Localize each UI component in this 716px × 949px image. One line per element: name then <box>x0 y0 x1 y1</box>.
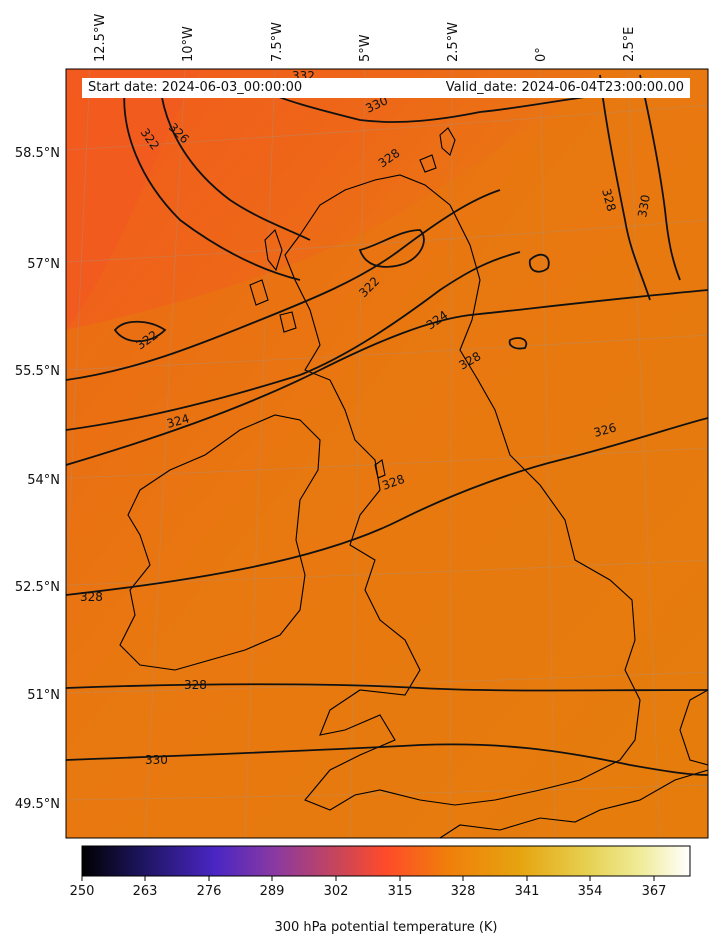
contour-label: 330 <box>145 753 168 767</box>
latitude-label: 54°N <box>27 473 60 488</box>
colorbar-tick-label: 367 <box>641 884 667 899</box>
contour-lines <box>66 74 708 776</box>
longitude-label: 2.5°E <box>622 26 637 62</box>
colorbar-label: 300 hPa potential temperature (K) <box>274 920 498 935</box>
ireland-coast <box>119 414 321 671</box>
map-frame <box>65 68 709 839</box>
graticule-lines <box>66 69 708 838</box>
contour-label: 328 <box>80 590 103 604</box>
date-info-box: Start date: 2024-06-03_00:00:00 Valid_da… <box>82 78 690 98</box>
latitude-label: 58.5°N <box>14 146 60 161</box>
coastlines <box>119 127 708 838</box>
contour-label: 326 <box>592 420 618 439</box>
valid-date-text: Valid_date: 2024-06-04T23:00:00.00 <box>445 80 684 95</box>
france-coast <box>439 769 708 838</box>
colorbar-tick-label: 289 <box>259 884 285 899</box>
latitude-label: 55.5°N <box>14 364 60 379</box>
contour-label: 324 <box>165 411 191 430</box>
colorbar-tick-label: 315 <box>387 884 413 899</box>
potential-temperature-field <box>66 69 708 838</box>
longitude-label: 7.5°W <box>270 21 285 62</box>
colorbar-tick-label: 276 <box>196 884 222 899</box>
longitude-label: 12.5°W <box>93 13 108 62</box>
colorbar-tick-label: 263 <box>132 884 158 899</box>
colorbar-tick-label: 250 <box>69 884 95 899</box>
latitude-label: 51°N <box>27 688 60 703</box>
longitude-label: 2.5°W <box>446 21 461 62</box>
latitude-label: 52.5°N <box>14 580 60 595</box>
colorbar-tick-label: 354 <box>577 884 603 899</box>
great-britain-coast <box>284 174 641 811</box>
colorbar-tick-label: 341 <box>514 884 540 899</box>
latitude-label: 49.5°N <box>14 797 60 812</box>
start-date-text: Start date: 2024-06-03_00:00:00 <box>88 80 303 95</box>
contour-label: 328 <box>599 187 618 213</box>
longitude-label: 5°W <box>358 34 373 62</box>
longitude-label: 0° <box>534 47 549 62</box>
contour-label: 328 <box>184 678 207 692</box>
colorbar <box>81 845 691 877</box>
colorbar-tick-label: 302 <box>323 884 349 899</box>
contour-label: 330 <box>635 194 653 219</box>
latitude-label: 57°N <box>27 257 60 272</box>
colorbar-ticks <box>81 876 655 881</box>
longitude-label: 10°W <box>181 26 196 62</box>
colorbar-tick-label: 328 <box>450 884 476 899</box>
